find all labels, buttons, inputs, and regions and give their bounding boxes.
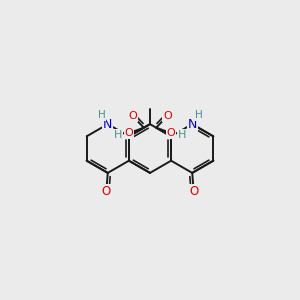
Text: H: H: [114, 130, 122, 140]
Text: O: O: [163, 111, 172, 121]
Text: N: N: [103, 118, 112, 130]
Text: O: O: [124, 128, 133, 138]
Text: O: O: [167, 128, 176, 138]
Text: H: H: [178, 130, 186, 140]
Text: H: H: [195, 110, 202, 120]
Text: O: O: [102, 185, 111, 198]
Text: O: O: [128, 111, 137, 121]
Text: O: O: [189, 185, 198, 198]
Text: N: N: [188, 118, 197, 130]
Text: H: H: [98, 110, 105, 120]
